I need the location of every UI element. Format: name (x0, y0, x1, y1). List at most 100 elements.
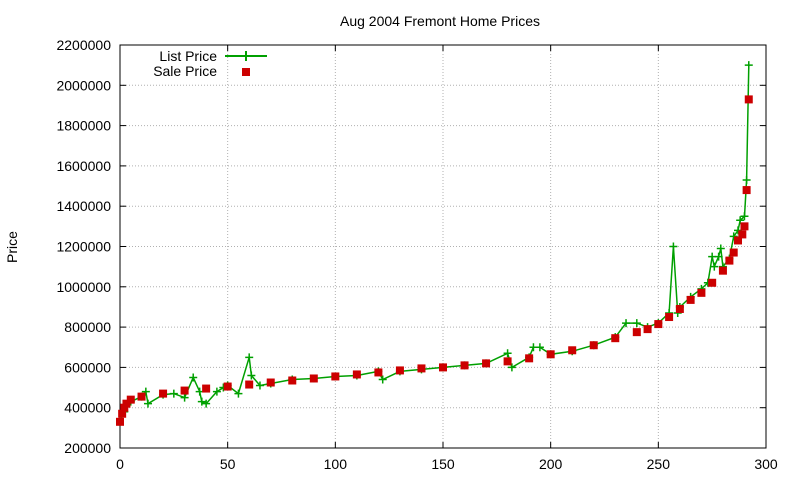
sale-price-point (665, 313, 674, 322)
list-price-point (507, 363, 516, 372)
list-price-point (212, 387, 221, 396)
sale-price-point (417, 364, 426, 373)
list-price-point (169, 389, 178, 398)
list-price-point (180, 393, 189, 402)
sale-price-point (742, 186, 751, 195)
list-price-point (255, 381, 264, 390)
list-price-point (622, 319, 631, 328)
sale-price-point (697, 288, 706, 297)
x-tick-label: 50 (220, 456, 236, 472)
sale-price-point (120, 403, 129, 412)
legend-marker-list-price (241, 51, 251, 61)
x-tick-label: 150 (431, 456, 455, 472)
list-price-point (714, 252, 723, 261)
sale-price-point (708, 278, 717, 287)
list-price-point (202, 399, 211, 408)
legend-marker-sale-price (242, 68, 250, 76)
sale-price-point (352, 370, 361, 379)
sale-price-point (675, 304, 684, 313)
sale-price-point (525, 354, 534, 363)
list-price-point (143, 399, 152, 408)
sale-price-point (643, 325, 652, 334)
list-price-point (710, 262, 719, 271)
y-tick-label: 1600000 (56, 158, 111, 174)
list-price-point (716, 244, 725, 253)
sale-price-point (266, 378, 275, 387)
x-tick-label: 300 (754, 456, 778, 472)
sale-price-point (223, 382, 232, 391)
list-price-point (189, 373, 198, 382)
y-tick-label: 800000 (64, 319, 111, 335)
sale-price-point (744, 95, 753, 104)
sale-price-point (122, 399, 131, 408)
chart-title: Aug 2004 Fremont Home Prices (340, 13, 540, 29)
list-price-point (245, 353, 254, 362)
sale-price-point (126, 395, 135, 404)
y-tick-label: 600000 (64, 359, 111, 375)
sale-price-point (439, 363, 447, 372)
sale-price-point (654, 320, 663, 329)
sale-price-point (309, 374, 318, 383)
sale-price-point (734, 236, 743, 245)
list-price-point (503, 349, 512, 358)
list-price-point (669, 242, 678, 251)
y-tick-label: 1000000 (56, 279, 111, 295)
list-price-point (234, 389, 243, 398)
list-price-point (378, 375, 387, 384)
y-tick-label: 1200000 (56, 239, 111, 255)
x-tick-label: 0 (116, 456, 124, 472)
sale-price-point (374, 368, 383, 377)
sale-price-point (568, 346, 577, 355)
list-price-point (535, 343, 544, 352)
sale-price-point (245, 380, 254, 389)
sale-price-point (503, 357, 512, 366)
sale-price-point (589, 341, 598, 350)
sale-price-point (331, 372, 340, 381)
list-price-point (736, 216, 745, 225)
sale-price-point (395, 366, 404, 375)
sale-price-point (159, 389, 168, 398)
sale-price-point (740, 222, 749, 231)
x-tick-label: 100 (324, 456, 348, 472)
y-tick-label: 2200000 (56, 37, 111, 53)
list-price-point (734, 226, 743, 235)
y-tick-label: 400000 (64, 400, 111, 416)
list-price-line (119, 65, 750, 423)
x-tick-label: 200 (539, 456, 563, 472)
sale-price-point (725, 256, 734, 265)
sale-price-point (546, 350, 555, 359)
y-tick-label: 200000 (64, 440, 111, 456)
sale-price-point (137, 392, 146, 401)
list-price-point (742, 176, 751, 185)
y-axis-label: Price (4, 231, 20, 263)
list-price-point (141, 387, 150, 396)
series-sale-price (116, 95, 753, 426)
legend-label-list-price: List Price (159, 48, 217, 64)
sale-price-point (180, 386, 189, 395)
sale-price-point (288, 376, 297, 385)
y-tick-label: 1800000 (56, 118, 111, 134)
sale-price-point (118, 409, 127, 418)
y-tick-label: 1400000 (56, 198, 111, 214)
legend-label-sale-price: Sale Price (153, 63, 217, 79)
list-price-point (632, 319, 641, 328)
sale-price-point (729, 248, 738, 257)
sale-price-point (202, 384, 211, 393)
axis-ticks: 200000 400000 600000 800000 1000000 1200000 14… (56, 37, 777, 472)
sale-price-point (611, 334, 620, 343)
list-price-point (247, 371, 256, 380)
list-price-point (729, 232, 738, 241)
y-tick-label: 2000000 (56, 77, 111, 93)
list-price-point (740, 212, 749, 221)
series-list-price (116, 61, 753, 426)
sale-price-point (686, 295, 695, 304)
list-price-point (744, 61, 753, 70)
sale-price-point (632, 328, 641, 337)
x-tick-label: 250 (647, 456, 671, 472)
sale-price-point (482, 359, 491, 368)
sale-price-point (460, 361, 469, 370)
sale-price-point (738, 230, 747, 239)
sale-price-point (116, 417, 124, 426)
